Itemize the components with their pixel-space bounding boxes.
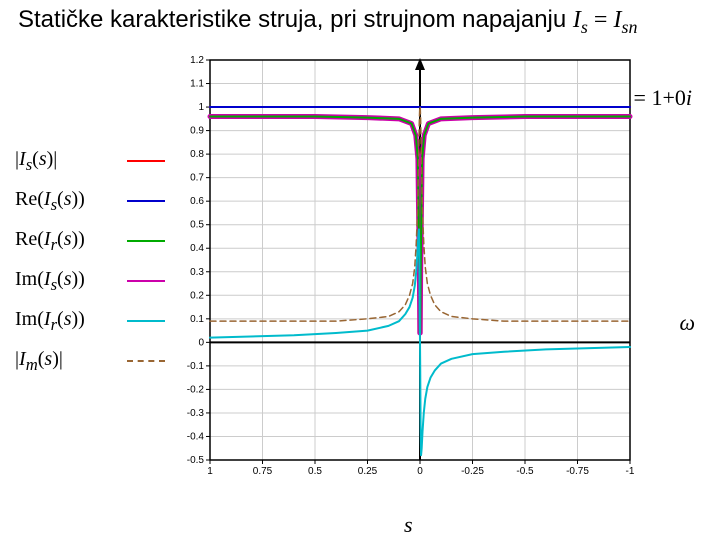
legend-swatch [127, 240, 165, 242]
svg-text:0.5: 0.5 [308, 466, 322, 477]
svg-text:0.4: 0.4 [190, 243, 204, 254]
legend-swatch [127, 320, 165, 322]
svg-text:-0.25: -0.25 [461, 466, 484, 477]
svg-text:-0.5: -0.5 [516, 466, 534, 477]
eq-eq: = [594, 7, 614, 33]
eq-sn: sn [621, 17, 637, 37]
svg-text:0.75: 0.75 [253, 466, 273, 477]
x-axis-label: s [404, 512, 413, 538]
legend-row: |Im(s)| [15, 345, 165, 377]
svg-text:-0.75: -0.75 [566, 466, 589, 477]
svg-text:-0.3: -0.3 [187, 408, 205, 419]
svg-text:1.2: 1.2 [190, 55, 204, 66]
svg-text:0.25: 0.25 [358, 466, 378, 477]
legend-row: Im(Ir(s)) [15, 305, 165, 337]
xlabel-text: s [404, 512, 413, 537]
svg-text:1: 1 [198, 102, 204, 113]
legend: |Is(s)| Re(Is(s)) Re(Ir(s)) Im(Is(s)) Im(Ir(… [15, 145, 165, 385]
chart-svg: 1 0.75 0.5 0.25 0 -0.25 -0.5 -0.75 -1 -0.5 -0.4 -0.… [170, 50, 650, 490]
page-title: Statičke karakteristike struja, pri stru… [18, 6, 637, 38]
legend-swatch [127, 200, 165, 202]
legend-label: Re(Ir(s)) [15, 228, 85, 255]
svg-text:0.8: 0.8 [190, 149, 204, 160]
title-plain: Statičke karakteristike struja, pri stru… [18, 6, 573, 33]
legend-label: |Im(s)| [15, 348, 63, 375]
svg-text:1: 1 [207, 466, 213, 477]
svg-text:-0.2: -0.2 [187, 384, 205, 395]
svg-text:-0.5: -0.5 [187, 455, 205, 466]
svg-text:0.3: 0.3 [190, 267, 204, 278]
svg-text:-0.1: -0.1 [187, 361, 205, 372]
svg-text:0.6: 0.6 [190, 196, 204, 207]
svg-text:-0.4: -0.4 [187, 431, 205, 442]
legend-swatch [127, 360, 165, 362]
legend-label: Im(Is(s)) [15, 268, 85, 295]
svg-text:-1: -1 [626, 466, 635, 477]
svg-text:0.2: 0.2 [190, 290, 204, 301]
legend-row: |Is(s)| [15, 145, 165, 177]
cond-i: i [686, 85, 692, 110]
legend-swatch [127, 160, 165, 162]
svg-text:0: 0 [417, 466, 423, 477]
omega-text: ω [679, 310, 695, 335]
svg-text:0.7: 0.7 [190, 173, 204, 184]
svg-text:0.9: 0.9 [190, 126, 204, 137]
eq-I: I [573, 7, 581, 33]
chart-area: 1 0.75 0.5 0.25 0 -0.25 -0.5 -0.75 -1 -0.5 -0.4 -0.… [170, 50, 650, 490]
svg-text:1.1: 1.1 [190, 79, 204, 90]
eq-s: s [581, 17, 588, 37]
legend-label: Re(Is(s)) [15, 188, 85, 215]
legend-row: Im(Is(s)) [15, 265, 165, 297]
omega-label: ω [679, 310, 695, 336]
legend-swatch [127, 280, 165, 282]
svg-text:0.1: 0.1 [190, 314, 204, 325]
svg-text:0: 0 [198, 337, 204, 348]
title-eq: Is = Isn [573, 7, 638, 33]
legend-row: Re(Ir(s)) [15, 225, 165, 257]
page-root: { "title": { "text_plain": "Statičke kar… [0, 0, 720, 540]
svg-text:0.5: 0.5 [190, 220, 204, 231]
legend-label: Im(Ir(s)) [15, 308, 85, 335]
legend-row: Re(Is(s)) [15, 185, 165, 217]
legend-label: |Is(s)| [15, 148, 57, 175]
